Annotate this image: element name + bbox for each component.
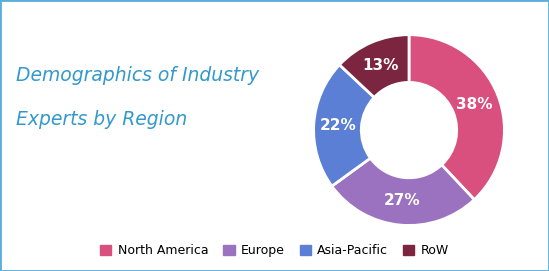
Legend: North America, Europe, Asia-Pacific, RoW: North America, Europe, Asia-Pacific, RoW	[95, 239, 454, 262]
Text: 38%: 38%	[456, 96, 493, 112]
Text: 27%: 27%	[384, 193, 421, 208]
Wedge shape	[339, 35, 409, 98]
Text: Experts by Region: Experts by Region	[16, 110, 188, 129]
Wedge shape	[409, 35, 505, 200]
Text: 22%: 22%	[320, 118, 357, 133]
Text: 13%: 13%	[363, 58, 399, 73]
Wedge shape	[313, 65, 374, 186]
Wedge shape	[332, 158, 474, 225]
Text: Demographics of Industry: Demographics of Industry	[16, 66, 260, 85]
